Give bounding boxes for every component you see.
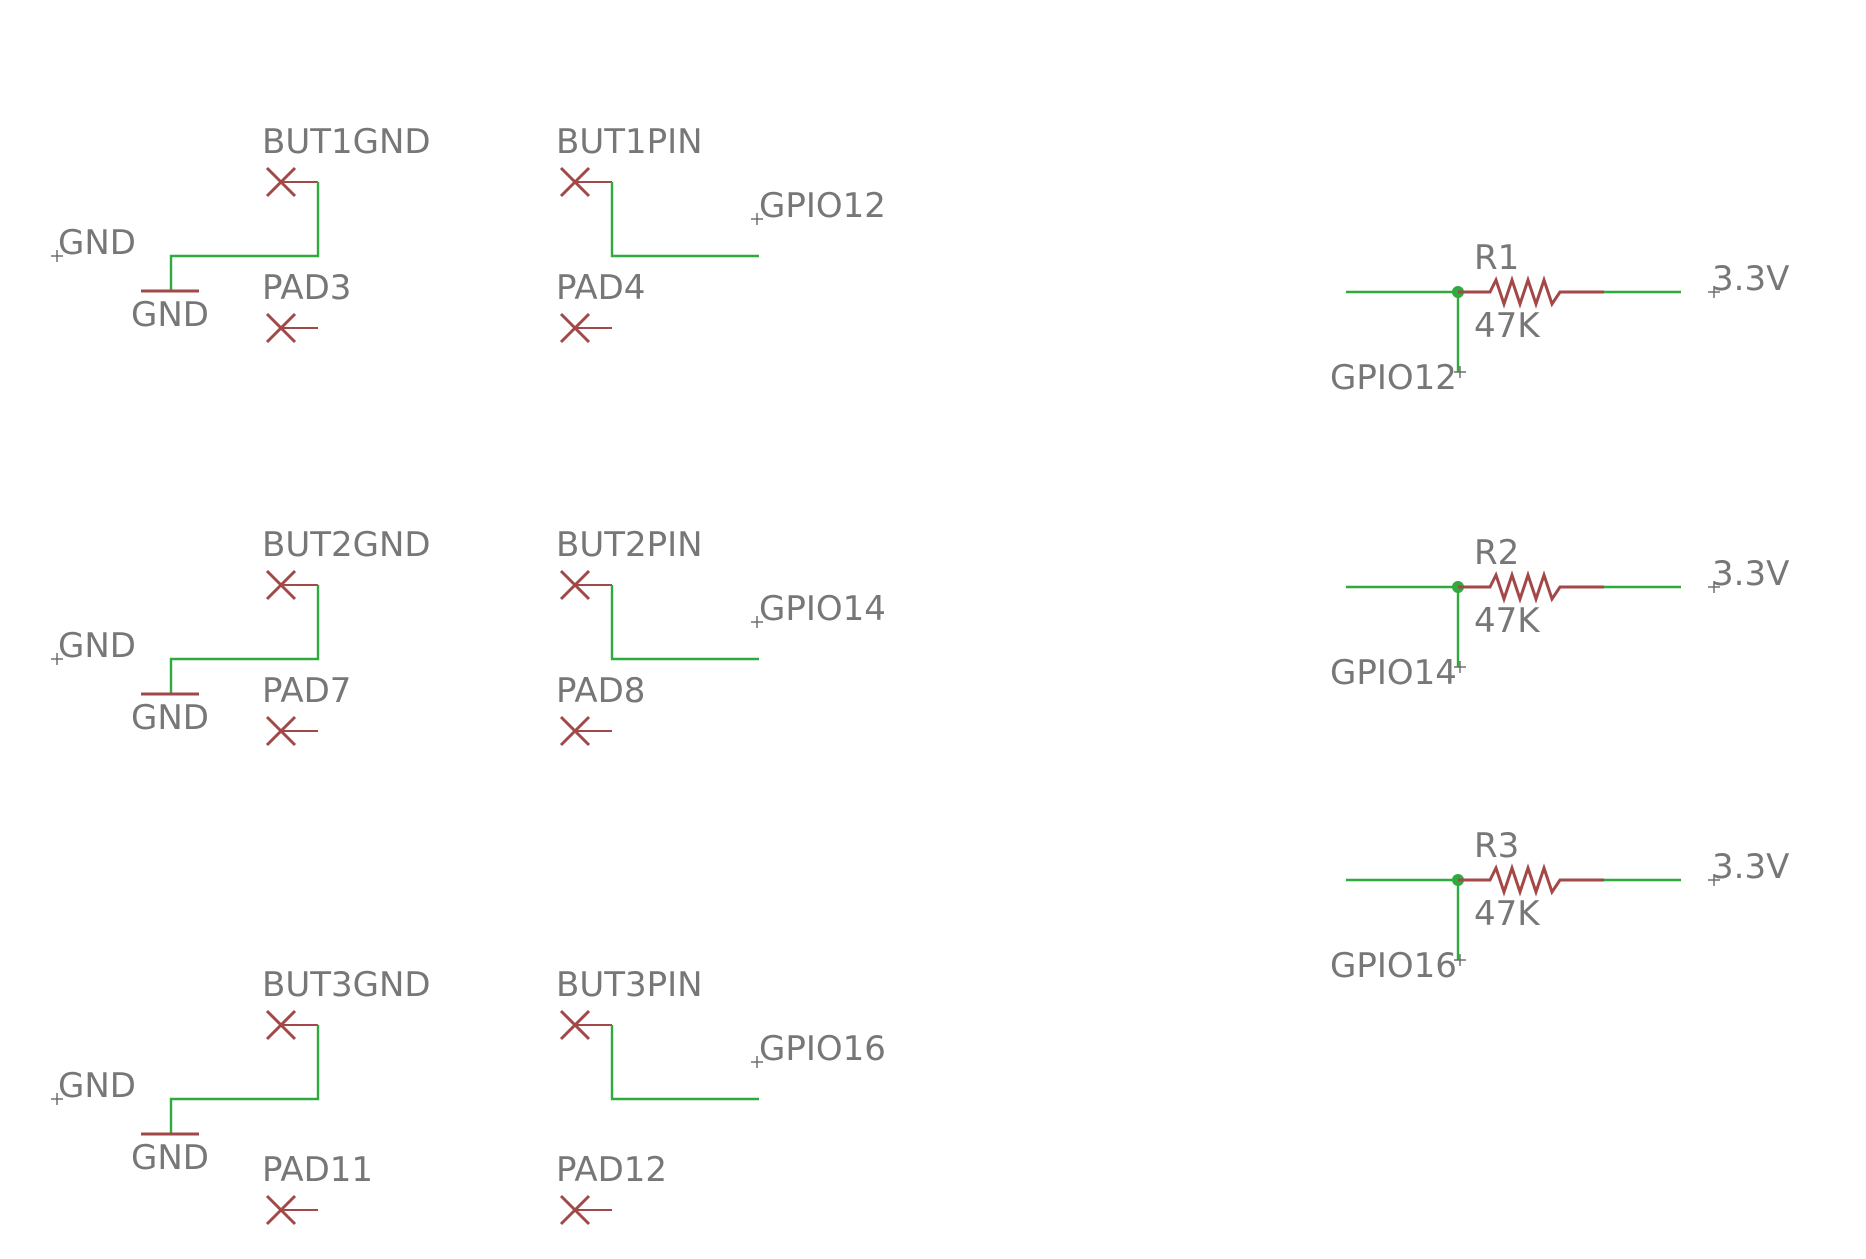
gnd-net-label-1: GND: [58, 223, 136, 263]
pad8-label: PAD8: [556, 671, 645, 711]
resistor-r1-group: R1 47K GPIO12 3.3V: [1330, 238, 1789, 398]
ref-cross-icon: [751, 1056, 763, 1068]
ref-cross-icon: [51, 250, 63, 262]
r3-supply-label: 3.3V: [1712, 847, 1789, 887]
but2gnd-pad-icon: [265, 569, 318, 601]
pad4-pad-icon: [559, 312, 612, 344]
pad7-label: PAD7: [262, 671, 351, 711]
but3gnd-label: BUT3GND: [262, 965, 431, 1005]
gpio12-net-label: GPIO12: [759, 186, 886, 226]
button-2-group: BUT2GND GND GND PAD7 BUT2PIN GPIO14 PAD8: [51, 525, 886, 747]
but1pin-pad-icon: [559, 166, 612, 198]
ref-cross-icon: [1708, 581, 1720, 593]
but1gnd-label: BUT1GND: [262, 122, 431, 162]
but3-signal-wire: [610, 1025, 759, 1101]
pad11-pad-icon: [265, 1194, 318, 1226]
r3-value-label: 47K: [1474, 894, 1541, 934]
gnd-net-label-2: GND: [58, 626, 136, 666]
gpio14-net-label: GPIO14: [759, 589, 886, 629]
gnd-symbol-label-3: GND: [131, 1138, 209, 1178]
pad8-pad-icon: [559, 715, 612, 747]
ref-cross-icon: [751, 616, 763, 628]
pad11-label: PAD11: [262, 1150, 373, 1190]
pad3-pad-icon: [265, 312, 318, 344]
gnd-net-label-3: GND: [58, 1066, 136, 1106]
but1gnd-pad-icon: [265, 166, 318, 198]
but2pin-pad-icon: [559, 569, 612, 601]
ref-cross-icon: [1708, 874, 1720, 886]
pad3-label: PAD3: [262, 268, 351, 308]
but2gnd-label: BUT2GND: [262, 525, 431, 565]
r1-name-label: R1: [1474, 238, 1519, 278]
resistor-r2-group: R2 47K GPIO14 3.3V: [1330, 533, 1789, 693]
but2pin-label: BUT2PIN: [556, 525, 703, 565]
r1-gpio-label: GPIO12: [1330, 358, 1457, 398]
gnd-symbol-label-1: GND: [131, 295, 209, 335]
ref-cross-icon: [51, 653, 63, 665]
r3-gpio-label: GPIO16: [1330, 946, 1457, 986]
button-1-group: BUT1GND GND GND PAD3 BUT1PIN GPIO12 PAD4: [51, 122, 886, 344]
resistor-icon: [1458, 275, 1604, 309]
but3-gnd-wire: [169, 1025, 320, 1133]
pad4-label: PAD4: [556, 268, 645, 308]
but1-signal-wire: [610, 182, 759, 258]
gpio16-net-label: GPIO16: [759, 1029, 886, 1069]
ref-cross-icon: [1454, 661, 1466, 673]
but1-gnd-wire: [169, 182, 320, 290]
ref-cross-icon: [1454, 954, 1466, 966]
r2-name-label: R2: [1474, 533, 1519, 573]
r2-gpio-label: GPIO14: [1330, 653, 1457, 693]
r2-supply-label: 3.3V: [1712, 554, 1789, 594]
r3-name-label: R3: [1474, 826, 1519, 866]
ref-cross-icon: [751, 213, 763, 225]
but2-signal-wire: [610, 585, 759, 661]
but2-gnd-wire: [169, 585, 320, 693]
r2-value-label: 47K: [1474, 601, 1541, 641]
resistor-icon: [1458, 570, 1604, 604]
ref-cross-icon: [1708, 286, 1720, 298]
r1-supply-label: 3.3V: [1712, 259, 1789, 299]
but1pin-label: BUT1PIN: [556, 122, 703, 162]
ref-cross-icon: [51, 1093, 63, 1105]
but3gnd-pad-icon: [265, 1009, 318, 1041]
pad7-pad-icon: [265, 715, 318, 747]
r1-value-label: 47K: [1474, 306, 1541, 346]
but3pin-pad-icon: [559, 1009, 612, 1041]
resistor-icon: [1458, 863, 1604, 897]
pad12-label: PAD12: [556, 1150, 667, 1190]
gnd-symbol-label-2: GND: [131, 698, 209, 738]
resistor-r3-group: R3 47K GPIO16 3.3V: [1330, 826, 1789, 986]
but3pin-label: BUT3PIN: [556, 965, 703, 1005]
button-3-group: BUT3GND GND GND PAD11 BUT3PIN GPIO16 PAD…: [51, 965, 886, 1226]
pad12-pad-icon: [559, 1194, 612, 1226]
ref-cross-icon: [1454, 366, 1466, 378]
